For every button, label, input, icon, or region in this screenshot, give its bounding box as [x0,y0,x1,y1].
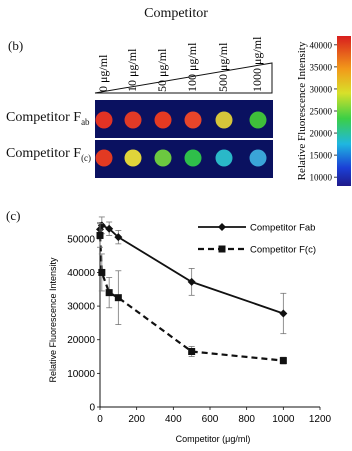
concentration-label: 500 μg/ml [216,42,230,92]
colorbar-tick-label: 40000 [310,40,333,50]
colorbar-tick-label: 25000 [310,107,333,117]
x-tick-label: 800 [238,414,255,425]
y-tick-label: 50000 [67,234,95,245]
concentration-label: 50 μg/ml [155,48,169,92]
colorbar-tick-label: 35000 [310,62,333,72]
data-point [96,231,104,239]
series-competitor-fab [96,216,288,335]
concentration-label: 1000 μg/ml [250,36,264,92]
x-tick-label: 400 [165,414,182,425]
spot [154,111,172,129]
y-tick-label: 20000 [67,335,95,346]
panel-c-chart: 0 10000 20000 30000 40000 50000 0 200 400 600 800 1… [48,216,332,444]
chart-series [96,216,288,365]
colorbar-tick-label: 15000 [310,151,333,161]
data-point [279,357,287,365]
row-label-fab-main: Competitor F [6,110,82,125]
data-point [187,277,196,286]
chart-legend: Competitor Fab Competitor F(c) [198,223,316,256]
spot [124,111,142,129]
y-tick-label: 0 [89,403,95,414]
row-label-fc-main: Competitor F [6,146,82,161]
spot [184,149,202,167]
spot [154,149,172,167]
data-point [114,233,123,242]
y-tick-label: 40000 [67,268,95,279]
concentration-labels: 0 μg/ml 10 μg/ml 50 μg/ml 100 μg/ml 500 μg/m… [96,36,264,92]
legend-marker [218,245,226,253]
data-point [105,289,113,297]
legend-label: Competitor F(c) [250,245,316,256]
y-tick-label: 30000 [67,302,95,313]
data-point [279,309,288,318]
series-competitor-fc [96,223,287,365]
data-point [114,294,122,302]
colorbar-tick-label: 30000 [310,84,333,94]
y-axis-label: Relative Fluorescence Intensity [48,257,58,383]
colorbar-tick-label: 10000 [310,173,333,183]
concentration-label: 0 μg/ml [96,54,110,92]
row-label-fc-sub: (c) [81,152,92,163]
x-tick-label: 1000 [272,414,295,425]
concentration-label: 100 μg/ml [185,42,199,92]
row-label-competitor-fc: Competitor F(c) [6,146,91,163]
data-point [188,348,196,355]
x-tick-label: 1200 [309,414,332,425]
spot [95,149,113,167]
spot [215,149,233,167]
panel-c-label: (c) [6,208,21,223]
colorbar [337,36,351,186]
colorbar-ticks: 40000 35000 30000 25000 20000 15000 10000 [310,40,337,183]
panel-b-title: Competitor [144,6,208,21]
legend-marker [218,223,226,231]
concentration-wedge [94,62,273,94]
x-tick-label: 200 [128,414,145,425]
spot [249,149,267,167]
x-tick-label: 600 [202,414,219,425]
chart-axes: 0 10000 20000 30000 40000 50000 0 200 400 600 800 1… [67,222,332,425]
colorbar-tick-label: 20000 [310,129,333,139]
spot [124,149,142,167]
spot [249,111,267,129]
data-point [98,268,106,276]
spot [95,111,113,129]
legend-label: Competitor Fab [250,223,315,234]
spot [184,111,202,129]
row-label-fab-sub: ab [81,116,90,127]
row-label-competitor-fab: Competitor Fab [6,110,90,127]
x-axis-label: Competitor (μg/ml) [176,434,251,444]
data-point [105,224,114,233]
y-tick-label: 10000 [67,369,95,380]
panel-b: 0 μg/ml 10 μg/ml 50 μg/ml 100 μg/ml 500 μg/m… [94,36,351,186]
x-tick-label: 0 [97,414,103,425]
panel-b-label: (b) [8,38,24,53]
spots [95,111,267,167]
colorbar-label: Relative Fluorescence Intensity [296,41,308,180]
spot [215,111,233,129]
concentration-label: 10 μg/ml [125,48,139,92]
